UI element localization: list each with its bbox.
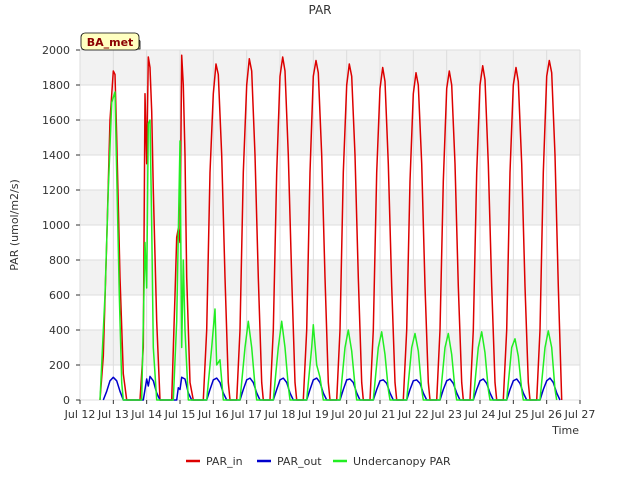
series-layer: [99, 54, 563, 401]
grid-band: [80, 260, 580, 295]
chart-title: PAR: [308, 3, 331, 17]
legend-label-par-out: PAR_out: [277, 455, 322, 468]
y-tick-label: 800: [49, 254, 70, 267]
legend-label-undercanopy-par: Undercanopy PAR: [353, 455, 451, 468]
y-tick-label: 1400: [42, 149, 70, 162]
x-tick-label: Jul 25: [497, 408, 529, 421]
x-axis-label: Time: [551, 424, 579, 437]
x-tick-label: Jul 12: [64, 408, 96, 421]
legend-label-par-in: PAR_in: [206, 455, 243, 468]
legend: PAR_in PAR_out Undercanopy PAR: [186, 455, 451, 468]
x-tick-label: Jul 27: [564, 408, 596, 421]
x-tick-label: Jul 16: [197, 408, 229, 421]
y-tick-label: 1600: [42, 114, 70, 127]
x-tick-label: Jul 20: [330, 408, 362, 421]
grid-band: [80, 120, 580, 155]
x-tick-label: Jul 13: [97, 408, 129, 421]
site-label: BA_met: [87, 36, 134, 49]
y-tick-label: 1800: [42, 79, 70, 92]
site-label-box: BA_met: [80, 32, 141, 51]
y-tick-label: 2000: [42, 44, 70, 57]
grid-band: [80, 190, 580, 225]
y-tick-label: 200: [49, 359, 70, 372]
grid-band: [80, 330, 580, 365]
y-tick-label: 400: [49, 324, 70, 337]
y-axis-ticks: 0 200 400 600 800 1000 1200 1400 1600 1800 2000: [42, 44, 80, 407]
x-tick-label: Jul 15: [164, 408, 196, 421]
grid-band: [80, 50, 580, 85]
y-tick-label: 600: [49, 289, 70, 302]
x-tick-label: Jul 18: [264, 408, 296, 421]
y-tick-label: 1200: [42, 184, 70, 197]
x-tick-label: Jul 26: [530, 408, 562, 421]
y-axis-label: PAR (umol/m2/s): [8, 179, 21, 271]
x-tick-label: Jul 22: [397, 408, 429, 421]
x-tick-label: Jul 23: [430, 408, 462, 421]
x-tick-label: Jul 24: [464, 408, 496, 421]
x-axis-ticks: Jul 12 Jul 13 Jul 14 Jul 15 Jul 16 Jul 17 Jul …: [64, 400, 596, 421]
x-tick-label: Jul 19: [297, 408, 329, 421]
x-tick-label: Jul 14: [130, 408, 162, 421]
y-tick-label: 1000: [42, 219, 70, 232]
x-tick-label: Jul 21: [364, 408, 396, 421]
x-tick-label: Jul 17: [230, 408, 262, 421]
series-line-undercanopy-par: [99, 91, 558, 401]
y-tick-label: 0: [63, 394, 70, 407]
